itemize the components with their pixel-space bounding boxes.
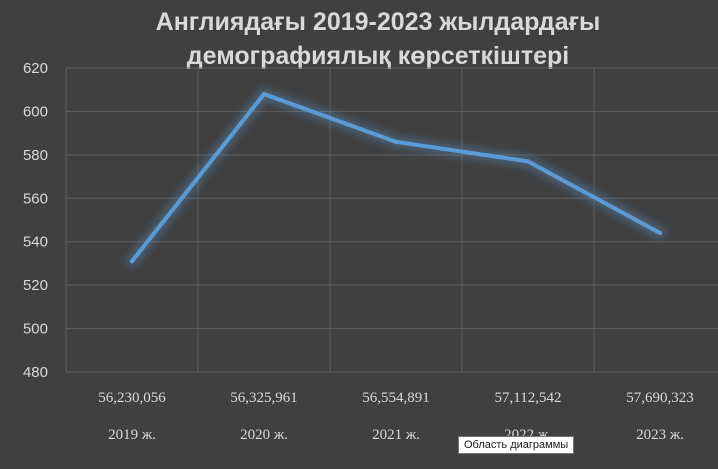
x-value-label: 57,690,323: [626, 390, 694, 406]
x-category-label: 2019 ж.: [108, 427, 156, 443]
chart-area-tooltip: Область диаграммы: [458, 436, 575, 454]
chart-title-line-1: Англиядағы 2019-2023 жылдардағы: [156, 8, 601, 36]
data-point: [130, 259, 134, 264]
y-axis-ticks: 480 500 520 540 560 580 600 620: [23, 60, 48, 381]
x-category-label: 2020 ж.: [240, 427, 288, 443]
data-point: [262, 92, 266, 97]
y-tick-label: 540: [23, 234, 48, 251]
data-point: [526, 159, 530, 164]
chart-title-line-2: демографиялық көрсеткіштері: [187, 42, 569, 70]
y-tick-label: 480: [23, 364, 48, 381]
x-value-label: 56,230,056: [98, 390, 166, 406]
y-tick-label: 580: [23, 147, 48, 164]
x-category-label: 2023 ж.: [636, 427, 684, 443]
y-tick-label: 520: [23, 277, 48, 294]
x-category-label: 2021 ж.: [372, 427, 420, 443]
y-tick-label: 620: [23, 60, 48, 77]
data-point: [394, 139, 398, 144]
series: [126, 88, 666, 268]
x-value-label: 56,325,961: [230, 390, 298, 406]
series-line: [130, 92, 662, 264]
y-tick-label: 500: [23, 321, 48, 338]
data-point: [658, 231, 662, 236]
series-line-glow: [126, 88, 666, 268]
y-tick-label: 600: [23, 103, 48, 120]
x-value-label: 57,112,542: [495, 390, 562, 406]
x-axis-labels: 56,230,056 2019 ж. 56,325,961 2020 ж. 56,554…: [98, 390, 694, 443]
y-tick-label: 560: [23, 190, 48, 207]
x-value-label: 56,554,891: [362, 390, 430, 406]
